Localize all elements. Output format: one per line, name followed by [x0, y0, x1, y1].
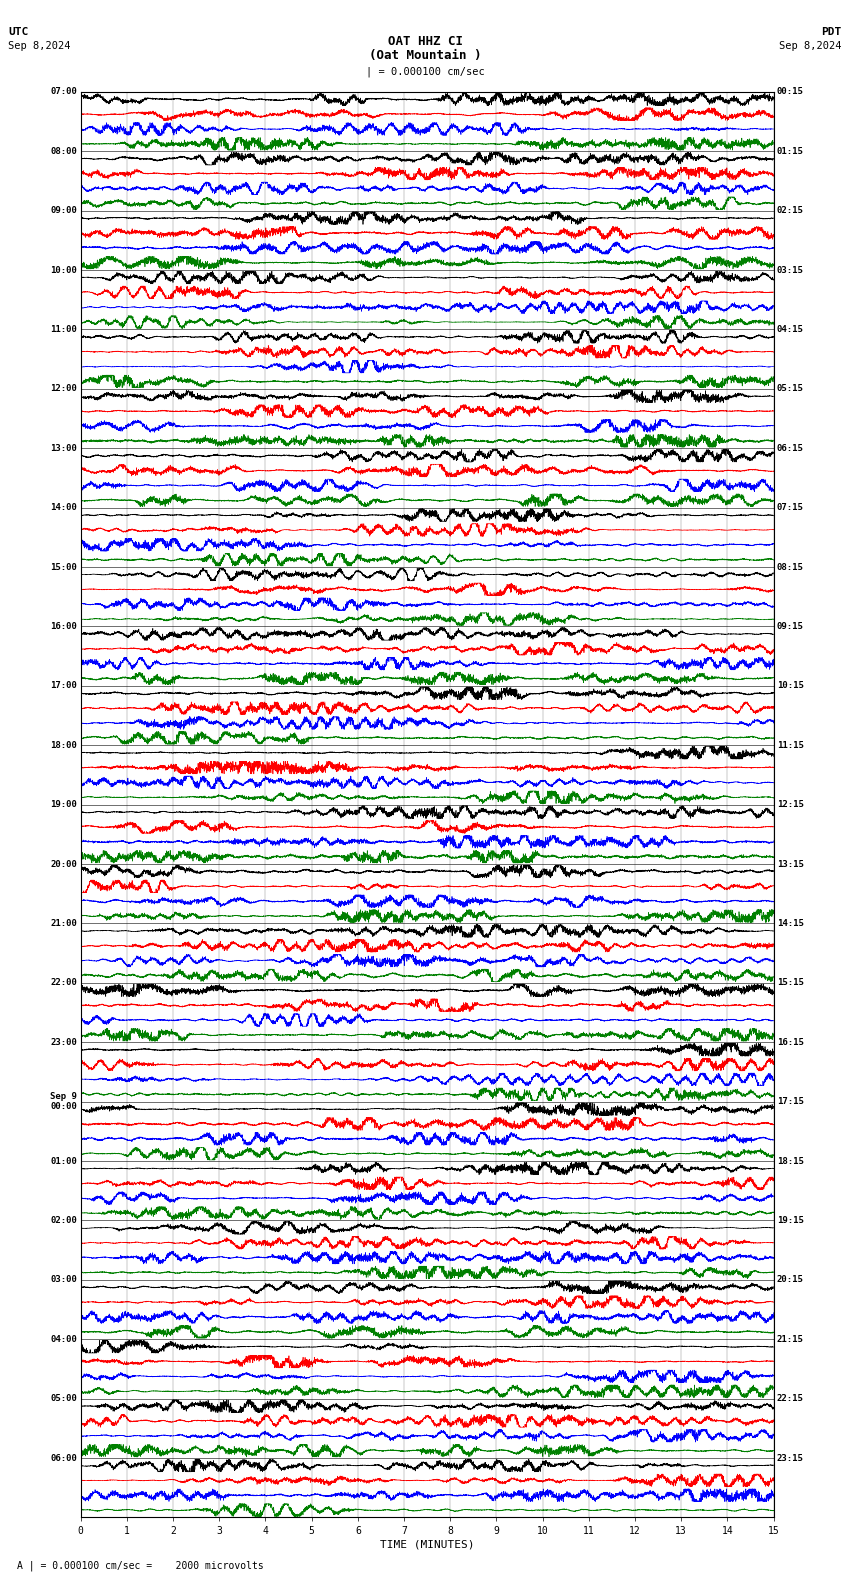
Text: 23:00: 23:00: [50, 1038, 77, 1047]
Text: 15:15: 15:15: [777, 979, 804, 987]
Text: 09:00: 09:00: [50, 206, 77, 215]
Text: 19:15: 19:15: [777, 1217, 804, 1224]
Text: 19:00: 19:00: [50, 800, 77, 809]
Text: 03:15: 03:15: [777, 266, 804, 274]
Text: Sep 9
00:00: Sep 9 00:00: [50, 1091, 77, 1112]
Text: 07:15: 07:15: [777, 504, 804, 512]
Text: 08:15: 08:15: [777, 562, 804, 572]
Text: 22:15: 22:15: [777, 1394, 804, 1403]
Text: 10:15: 10:15: [777, 681, 804, 691]
X-axis label: TIME (MINUTES): TIME (MINUTES): [380, 1540, 474, 1549]
Text: 12:15: 12:15: [777, 800, 804, 809]
Text: 17:15: 17:15: [777, 1098, 804, 1106]
Text: 08:00: 08:00: [50, 147, 77, 155]
Text: 05:00: 05:00: [50, 1394, 77, 1403]
Text: 14:00: 14:00: [50, 504, 77, 512]
Text: 20:00: 20:00: [50, 860, 77, 868]
Text: 04:15: 04:15: [777, 325, 804, 334]
Text: 05:15: 05:15: [777, 385, 804, 393]
Text: 13:00: 13:00: [50, 444, 77, 453]
Text: OAT HHZ CI: OAT HHZ CI: [388, 35, 462, 48]
Text: 01:00: 01:00: [50, 1156, 77, 1166]
Text: 04:00: 04:00: [50, 1335, 77, 1343]
Text: 01:15: 01:15: [777, 147, 804, 155]
Text: 10:00: 10:00: [50, 266, 77, 274]
Text: A | = 0.000100 cm/sec =    2000 microvolts: A | = 0.000100 cm/sec = 2000 microvolts: [17, 1560, 264, 1571]
Text: 18:15: 18:15: [777, 1156, 804, 1166]
Text: 23:15: 23:15: [777, 1454, 804, 1462]
Text: 11:00: 11:00: [50, 325, 77, 334]
Text: 11:15: 11:15: [777, 741, 804, 749]
Text: 06:15: 06:15: [777, 444, 804, 453]
Text: 00:15: 00:15: [777, 87, 804, 97]
Text: 02:00: 02:00: [50, 1217, 77, 1224]
Text: (Oat Mountain ): (Oat Mountain ): [369, 49, 481, 62]
Text: 18:00: 18:00: [50, 741, 77, 749]
Text: 09:15: 09:15: [777, 623, 804, 630]
Text: UTC: UTC: [8, 27, 29, 36]
Text: 13:15: 13:15: [777, 860, 804, 868]
Text: 21:00: 21:00: [50, 919, 77, 928]
Text: 17:00: 17:00: [50, 681, 77, 691]
Text: Sep 8,2024: Sep 8,2024: [8, 41, 71, 51]
Text: 02:15: 02:15: [777, 206, 804, 215]
Text: PDT: PDT: [821, 27, 842, 36]
Text: 03:00: 03:00: [50, 1275, 77, 1285]
Text: 15:00: 15:00: [50, 562, 77, 572]
Text: 14:15: 14:15: [777, 919, 804, 928]
Text: 20:15: 20:15: [777, 1275, 804, 1285]
Text: 06:00: 06:00: [50, 1454, 77, 1462]
Text: 16:15: 16:15: [777, 1038, 804, 1047]
Text: | = 0.000100 cm/sec: | = 0.000100 cm/sec: [366, 67, 484, 78]
Text: 22:00: 22:00: [50, 979, 77, 987]
Text: 21:15: 21:15: [777, 1335, 804, 1343]
Text: Sep 8,2024: Sep 8,2024: [779, 41, 842, 51]
Text: 16:00: 16:00: [50, 623, 77, 630]
Text: 12:00: 12:00: [50, 385, 77, 393]
Text: 07:00: 07:00: [50, 87, 77, 97]
